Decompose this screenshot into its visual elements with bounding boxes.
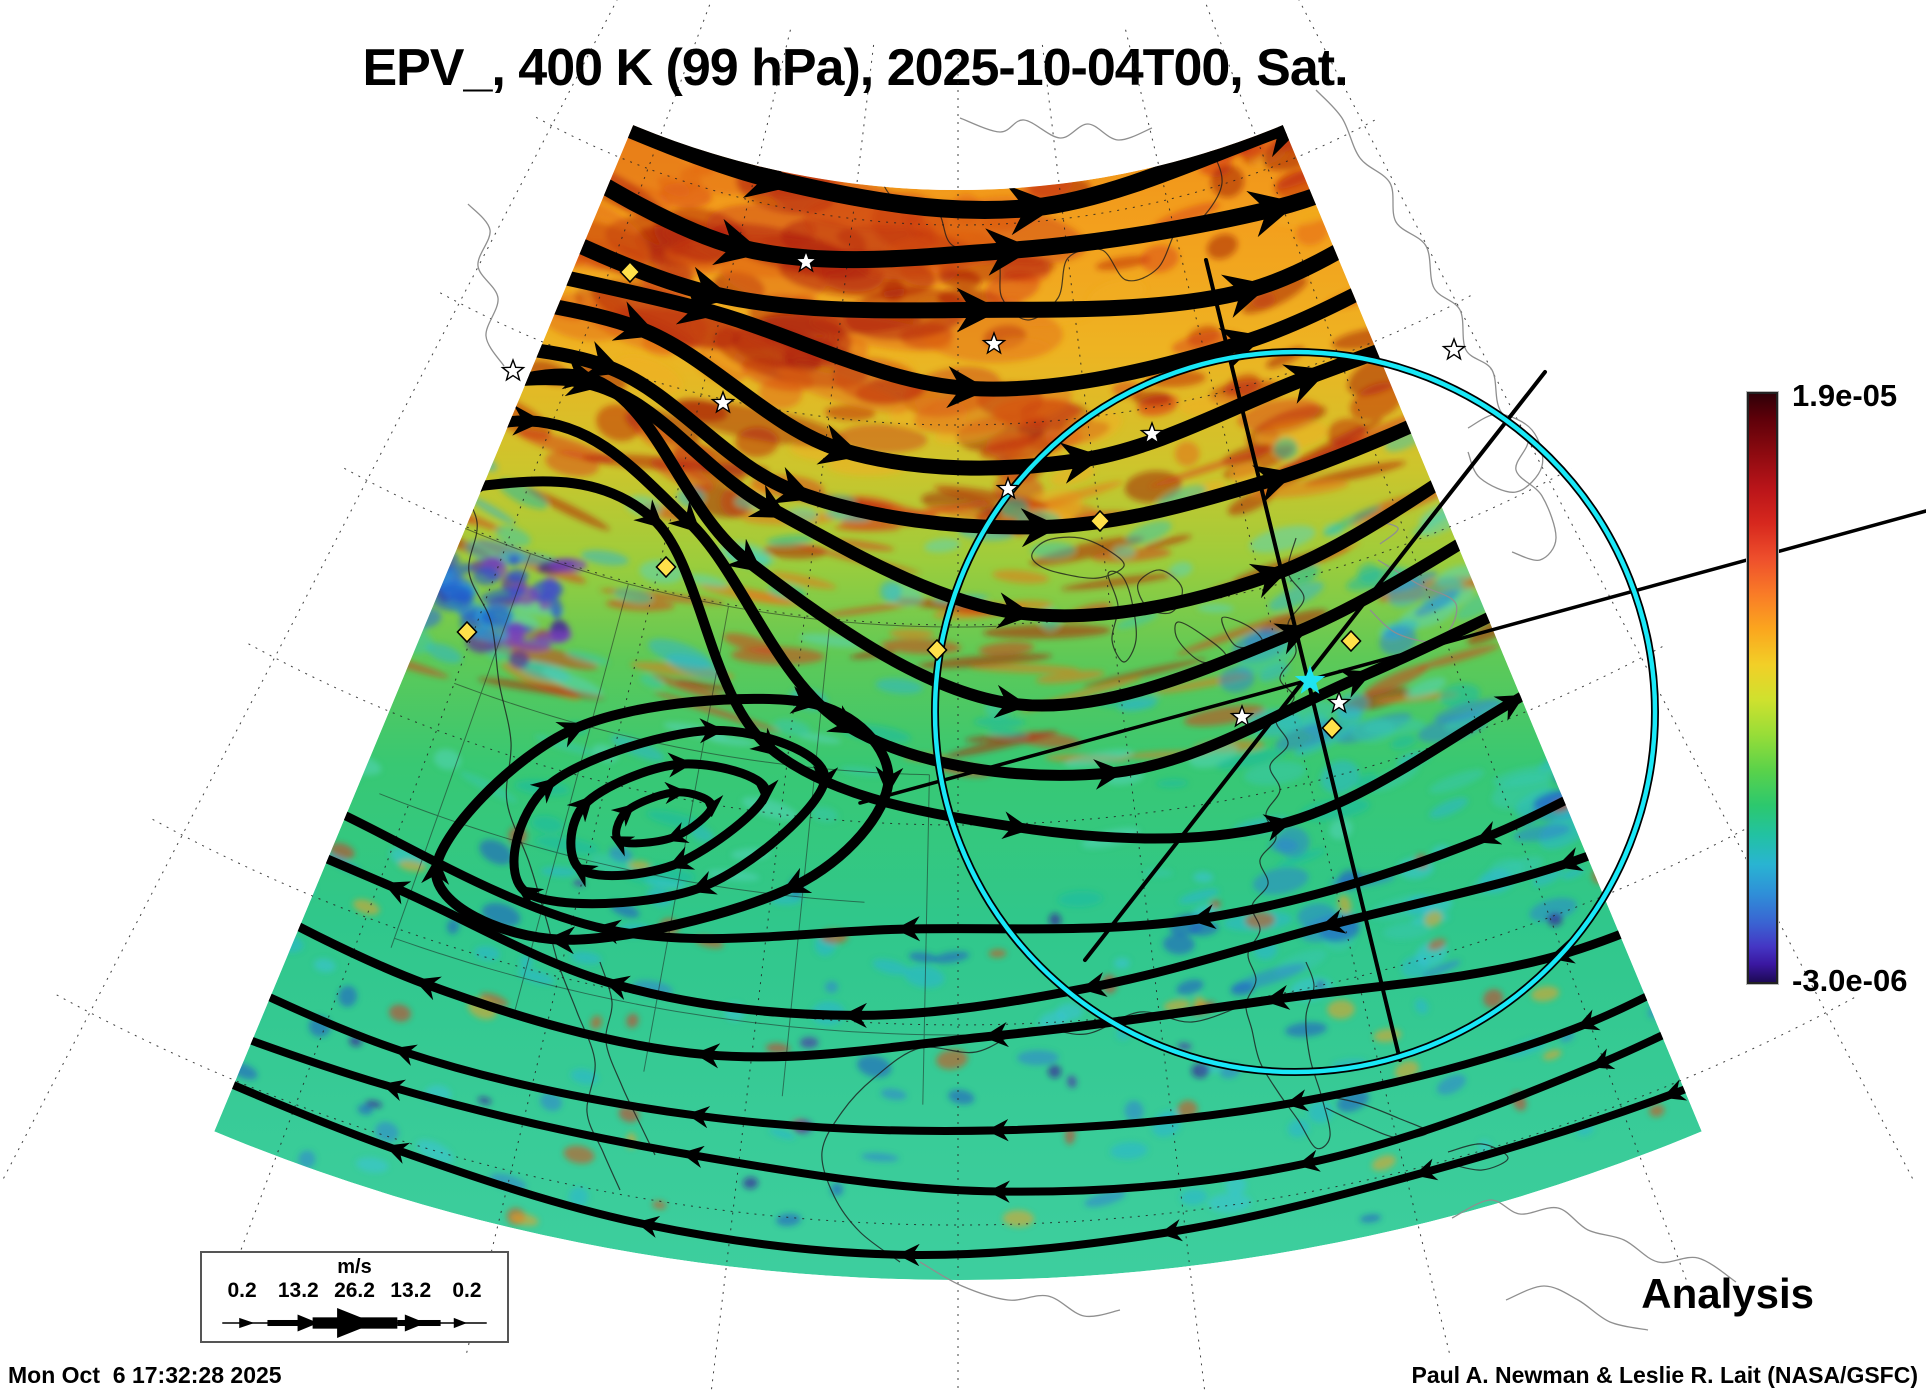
star-marker	[995, 475, 1021, 500]
wind-arrow-icon	[222, 1307, 487, 1339]
diamond-marker	[1340, 629, 1362, 653]
page-title: EPV_, 400 K (99 hPa), 2025-10-04T00, Sat…	[362, 39, 1348, 97]
star-marker	[1229, 703, 1255, 728]
star-marker	[1139, 420, 1165, 445]
wind-tick: 26.2	[334, 1279, 375, 1302]
diamond-marker	[926, 638, 948, 662]
diamond-marker	[619, 260, 641, 284]
diamond-marker	[1089, 509, 1111, 533]
star-marker	[981, 330, 1007, 355]
wind-tick: 13.2	[277, 1279, 319, 1302]
analysis-label: Analysis	[1641, 1270, 1814, 1317]
wind-tick: 13.2	[390, 1279, 432, 1302]
star-marker	[500, 357, 526, 382]
timestamp-label: Mon Oct 6 17:32:28 2025	[8, 1362, 282, 1388]
star-marker	[1441, 336, 1467, 361]
cyan-star-marker	[1294, 665, 1326, 694]
colorbar	[1747, 392, 1778, 984]
credit-label: Paul A. Newman & Leslie R. Lait (NASA/GS…	[1411, 1362, 1918, 1388]
star-marker	[793, 248, 819, 273]
wind-legend-units: m/s	[337, 1256, 372, 1278]
diamond-marker	[655, 555, 677, 579]
wind-legend-ticks: 0.2 13.2 26.2 13.2 0.2	[202, 1279, 507, 1303]
star-marker	[1326, 689, 1352, 714]
wind-tick: 0.2	[227, 1279, 257, 1302]
colorbar-max-label: 1.9e-05	[1792, 378, 1898, 413]
diamond-marker	[456, 620, 478, 644]
colorbar-min-label: -3.0e-06	[1792, 963, 1908, 998]
diamond-marker	[1321, 716, 1343, 740]
star-marker	[710, 389, 736, 414]
range-ring	[932, 349, 1658, 1075]
wind-tick: 0.2	[452, 1279, 482, 1302]
wind-speed-legend: m/s 0.2 13.2 26.2 13.2 0.2	[200, 1251, 509, 1343]
station-markers	[456, 248, 1467, 740]
